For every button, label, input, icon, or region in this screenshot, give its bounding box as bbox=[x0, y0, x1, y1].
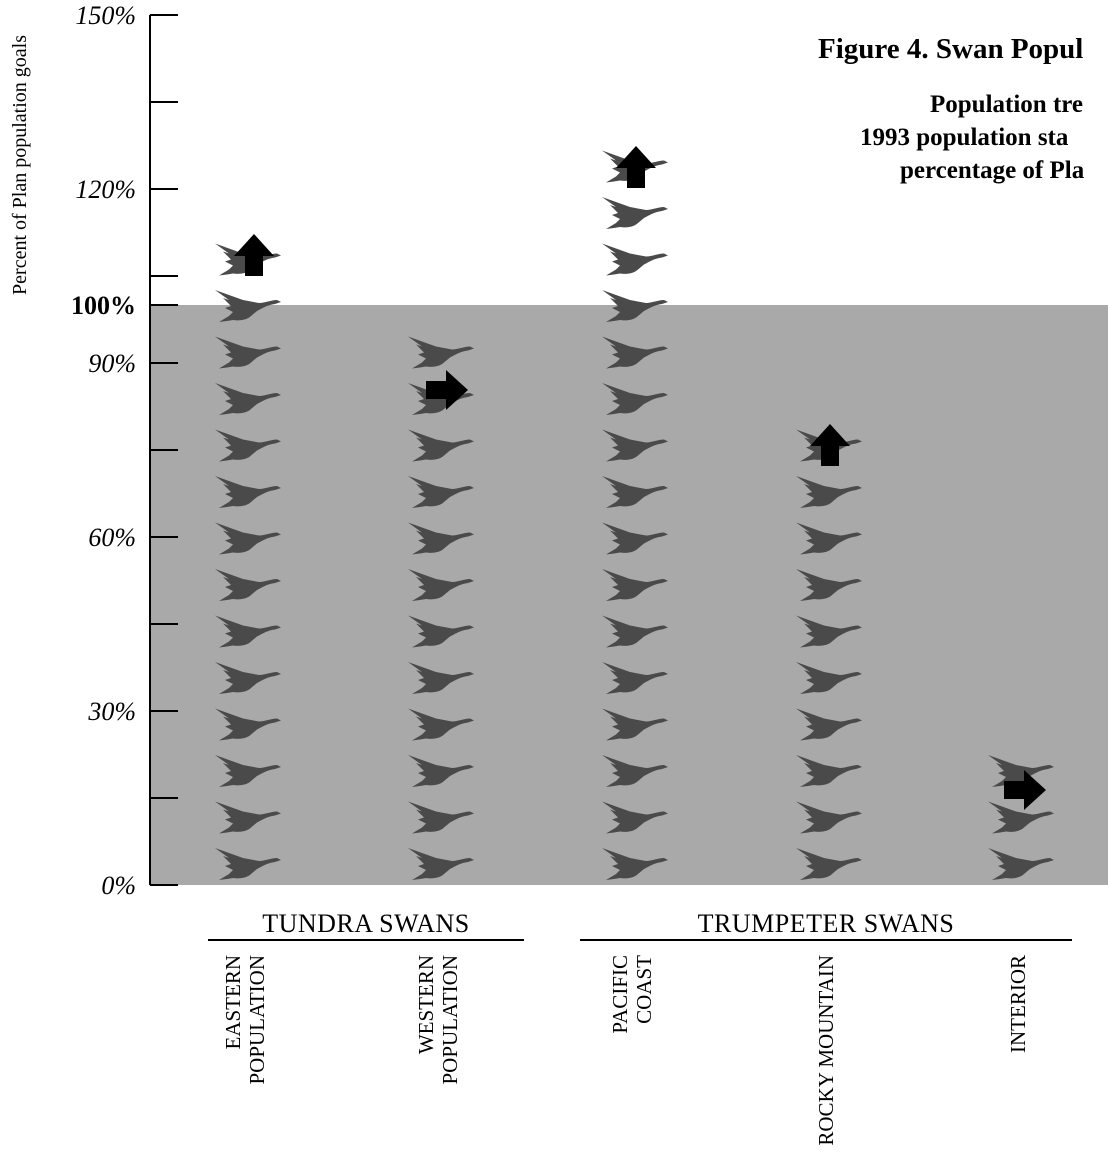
swan-icon bbox=[408, 522, 474, 555]
swan-icon bbox=[602, 801, 668, 834]
swan-icon bbox=[988, 755, 1054, 787]
swan-icon bbox=[796, 708, 862, 741]
y-tick-label: 90% bbox=[88, 349, 136, 378]
y-axis-label: Percent of Plan population goals bbox=[9, 35, 31, 295]
chart-subtitle-line: 1993 population sta bbox=[860, 124, 1069, 151]
swan-icon bbox=[215, 801, 281, 834]
swan-icon bbox=[215, 708, 281, 741]
group-labels: TUNDRA SWANS TRUMPETER SWANS bbox=[208, 909, 1072, 941]
swan-icon bbox=[408, 848, 474, 880]
swan-icon bbox=[408, 429, 474, 462]
swan-icon bbox=[988, 848, 1054, 880]
group-label: TUNDRA SWANS bbox=[262, 909, 470, 938]
swan-icon bbox=[602, 476, 668, 508]
swan-icon bbox=[215, 615, 281, 648]
swan-icon bbox=[602, 197, 668, 229]
swan-icon bbox=[602, 336, 668, 369]
swan-icon bbox=[796, 755, 862, 787]
swan-icon bbox=[602, 569, 668, 601]
category-label: ROCKY MOUNTAIN bbox=[814, 955, 838, 1146]
swan-icon bbox=[988, 801, 1054, 834]
category-label: INTERIOR bbox=[1006, 955, 1030, 1053]
swan-icon bbox=[602, 662, 668, 694]
swan-icon bbox=[408, 615, 474, 648]
swan-icon bbox=[408, 662, 474, 694]
category-label: POPULATION bbox=[245, 955, 269, 1085]
chart-subtitle-line: percentage of Pla bbox=[900, 157, 1085, 184]
swan-icon bbox=[602, 615, 668, 648]
swan-icon bbox=[602, 755, 668, 787]
swan-icon bbox=[215, 662, 281, 694]
swan-icon bbox=[796, 569, 862, 601]
swan-icon bbox=[408, 476, 474, 508]
category-label: COAST bbox=[632, 955, 656, 1024]
swan-icon bbox=[602, 243, 668, 276]
swan-icon bbox=[602, 522, 668, 555]
swan-icon bbox=[215, 569, 281, 601]
group-label: TRUMPETER SWANS bbox=[698, 909, 955, 938]
swan-icon bbox=[602, 290, 668, 322]
trend-stable-arrow-icon bbox=[426, 370, 468, 410]
swan-icon bbox=[408, 708, 474, 741]
trend-stable-arrow-icon bbox=[1004, 770, 1046, 810]
y-tick-label: 150% bbox=[75, 1, 136, 30]
swan-icon bbox=[796, 801, 862, 834]
swan-icon bbox=[408, 569, 474, 601]
swan-icon bbox=[215, 755, 281, 787]
y-tick-label: 120% bbox=[75, 175, 136, 204]
category-label: PACIFIC bbox=[608, 955, 632, 1034]
category-labels: EASTERN POPULATION WESTERN POPULATION PACIFI… bbox=[221, 955, 1030, 1146]
chart-title: Figure 4. Swan Popul bbox=[818, 33, 1083, 65]
swan-columns bbox=[215, 150, 1054, 880]
swan-icon bbox=[408, 801, 474, 834]
swan-icon bbox=[215, 290, 281, 322]
swan-icon bbox=[796, 848, 862, 880]
y-tick-label: 30% bbox=[87, 697, 136, 726]
swan-icon bbox=[215, 522, 281, 555]
swan-icon bbox=[796, 476, 862, 508]
swan-icon bbox=[215, 429, 281, 462]
swan-icon bbox=[796, 662, 862, 694]
y-tick-label: 60% bbox=[88, 523, 136, 552]
trend-up-arrow-icon bbox=[810, 424, 850, 466]
y-tick-label: 100% bbox=[71, 291, 136, 320]
swan-icon bbox=[408, 336, 474, 369]
category-label: WESTERN bbox=[414, 955, 438, 1054]
swan-icon bbox=[215, 476, 281, 508]
swan-icon bbox=[602, 429, 668, 462]
swan-icon bbox=[215, 336, 281, 369]
category-label: EASTERN bbox=[221, 955, 245, 1050]
swan-icon bbox=[796, 522, 862, 555]
trend-arrows bbox=[234, 146, 1046, 810]
swan-icon bbox=[796, 615, 862, 648]
y-axis-ticks: 0% 30% 60% 90% 100% 120% 150% bbox=[71, 1, 178, 900]
trend-up-arrow-icon bbox=[234, 234, 274, 276]
swan-icon bbox=[215, 848, 281, 880]
y-tick-label: 0% bbox=[101, 871, 136, 900]
category-label: POPULATION bbox=[438, 955, 462, 1085]
swan-icon bbox=[408, 755, 474, 787]
swan-icon bbox=[602, 708, 668, 741]
swan-icon bbox=[215, 383, 281, 415]
chart-subtitle-line: Population tre bbox=[930, 91, 1083, 118]
swan-icon bbox=[602, 383, 668, 415]
trend-up-arrow-icon bbox=[616, 146, 656, 188]
chart-subtitle: Population tre 1993 population sta percent… bbox=[860, 91, 1085, 184]
swan-icon bbox=[602, 848, 668, 880]
